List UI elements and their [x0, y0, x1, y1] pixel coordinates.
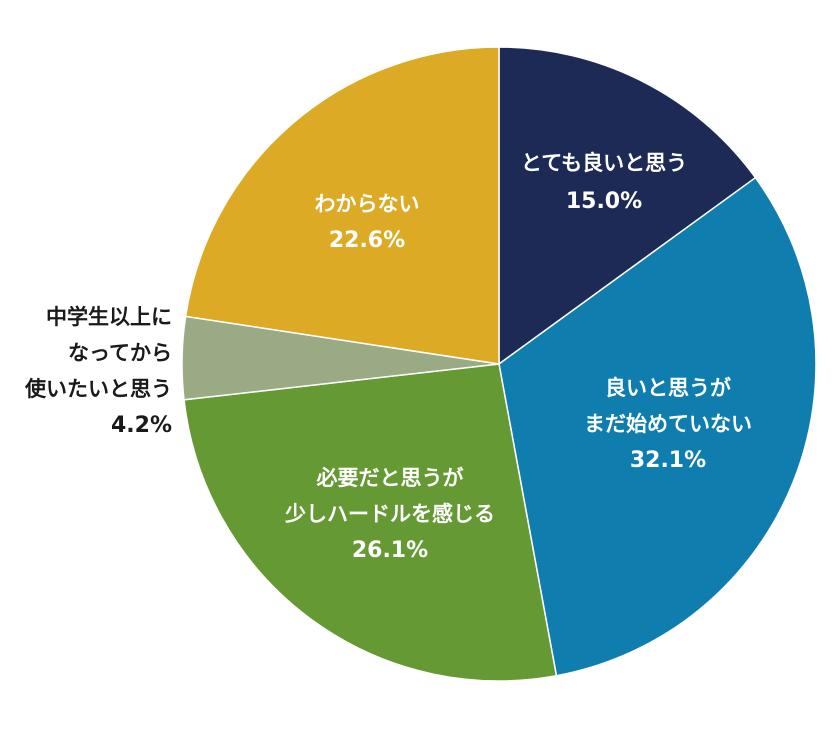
slice-category-label: とても良いと思う	[521, 151, 687, 175]
slice-category-label: なってから	[68, 341, 172, 365]
slice-category-label: まだ始めていない	[584, 412, 752, 436]
slice-value-label: 22.6%	[329, 228, 405, 253]
slice-label-4: わからない 22.6%	[315, 192, 420, 253]
slice-category-label: 良いと思うが	[605, 376, 731, 400]
slice-value-label: 15.0%	[566, 189, 642, 214]
slice-category-label: 中学生以上に	[46, 305, 172, 329]
slice-category-label: 使いたいと思う	[24, 377, 172, 401]
slice-value-label: 26.1%	[352, 538, 428, 563]
slice-category-label: 少しハードルを感じる	[284, 502, 495, 526]
slice-label-0: とても良いと思う 15.0%	[521, 151, 687, 214]
slice-label-2: 必要だと思うが少しハードルを感じる 26.1%	[284, 466, 495, 563]
slice-value-label: 32.1%	[630, 448, 706, 473]
pie-slice-1	[498, 176, 817, 677]
pie-labels: とても良いと思う 15.0% 良いと思うがまだ始めていない 32.1% 必要だと思うが少…	[24, 151, 752, 563]
pie-slice-0	[498, 46, 757, 366]
slice-value-label: 4.2%	[111, 413, 172, 438]
slice-label-3: 中学生以上になってから使いたいと思う 4.2%	[24, 305, 172, 438]
slice-category-label: わからない	[315, 192, 420, 216]
pie-slice-4	[184, 46, 500, 365]
pie-slices	[181, 46, 817, 682]
slice-category-label: 必要だと思うが	[317, 466, 464, 490]
pie-slice-2	[183, 363, 558, 682]
slice-label-1: 良いと思うがまだ始めていない 32.1%	[584, 376, 752, 473]
